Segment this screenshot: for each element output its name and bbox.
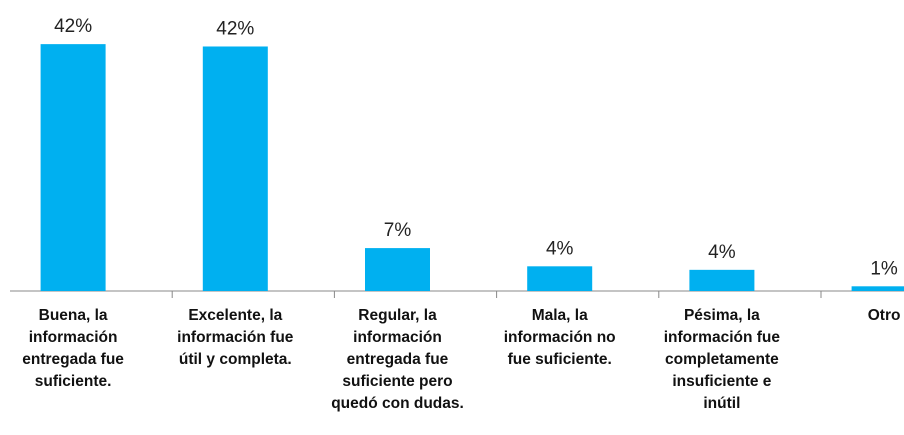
x-tick-label: Buena, la información entregada fue sufi… (22, 307, 124, 390)
bar (527, 266, 593, 291)
x-tick-label: Otro (867, 307, 901, 324)
bar (851, 286, 904, 291)
bar (689, 269, 755, 291)
value-label: 4% (708, 242, 736, 263)
x-tick-label: Pésima, la información fue completamente… (663, 307, 781, 412)
bar (202, 46, 268, 292)
x-tick-label: Excelente, la información fue útil y com… (177, 307, 294, 368)
bar (40, 44, 106, 292)
bar (365, 248, 430, 291)
value-label: 42% (54, 16, 92, 37)
value-label: 7% (384, 220, 412, 241)
value-label: 4% (546, 238, 574, 259)
x-tick-label: Regular, la información entregada fue su… (331, 307, 464, 412)
value-label: 42% (216, 18, 254, 39)
value-label: 1% (870, 258, 898, 279)
x-tick-label: Mala, la información no fue suficiente. (503, 307, 616, 368)
